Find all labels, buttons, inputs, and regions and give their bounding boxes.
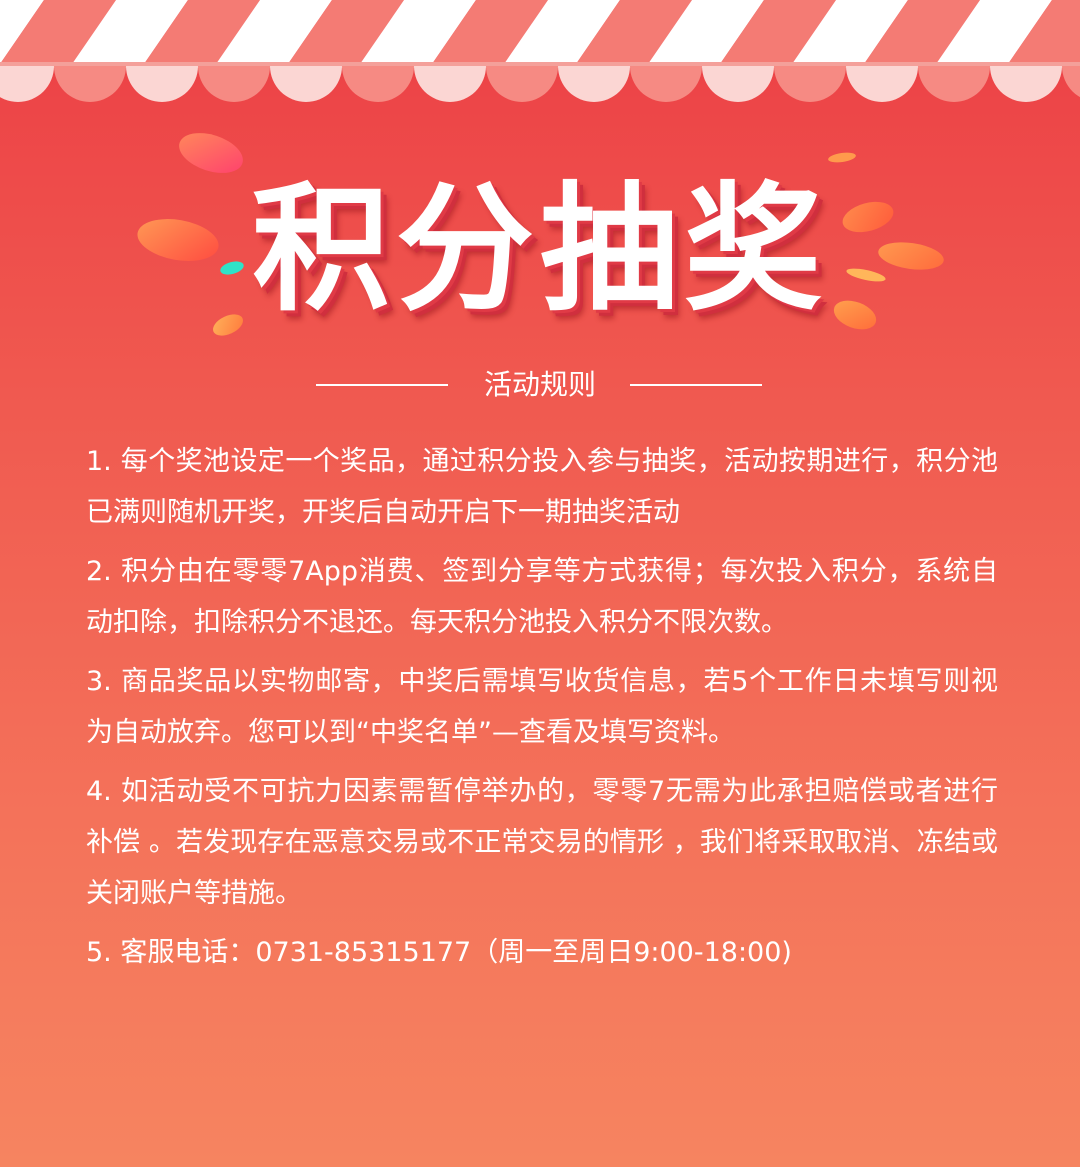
awning-scallop (486, 66, 558, 102)
rule-item: 5. 客服电话：0731-85315177（周一至周日9:00-18:00) (86, 937, 792, 968)
awning-scallop (702, 66, 774, 102)
rule-item: 2. 积分由在零零7App消费、签到分享等方式获得；每次投入积分，系统自动扣除，… (86, 556, 998, 638)
rule-item: 4. 如活动受不可抗力因素需暂停举办的，零零7无需为此承担赔偿或者进行补偿 。若… (86, 776, 998, 909)
awning-stripe (288, 0, 404, 64)
divider-line (630, 384, 762, 386)
awning-scallop (990, 66, 1062, 102)
awning-scallop (774, 66, 846, 102)
awning-stripe (792, 0, 908, 64)
awning-scallop (54, 66, 126, 102)
awning-scallop (918, 66, 990, 102)
awning-scallop (342, 66, 414, 102)
awning-stripe (1008, 0, 1080, 64)
awning-scallop (270, 66, 342, 102)
awning-stripe (936, 0, 1052, 64)
rules-title: 活动规则 (483, 368, 596, 401)
rules-header: 活动规则 (0, 362, 1080, 408)
awning-scallop (198, 66, 270, 102)
page-title: 积分抽奖 (251, 169, 828, 330)
rule-item: 1. 每个奖池设定一个奖品，通过积分投入参与抽奖，活动按期进行，积分池已满则随机… (86, 446, 998, 528)
title-banner: 积分抽奖 (0, 160, 1080, 350)
awning-stripe (360, 0, 476, 64)
awning-stripe (0, 0, 116, 64)
awning-stripe (432, 0, 548, 64)
rule-item: 3. 商品奖品以实物邮寄，中奖后需填写收货信息，若5个工作日未填写则视为自动放弃… (86, 666, 998, 748)
awning-stripe (72, 0, 188, 64)
awning-band (0, 62, 1080, 68)
rules-list: 1. 每个奖池设定一个奖品，通过积分投入参与抽奖，活动按期进行，积分池已满则随机… (86, 436, 998, 986)
awning-scallop (126, 66, 198, 102)
awning-scallop (630, 66, 702, 102)
awning-scallop (1062, 66, 1080, 98)
awning-scallop (414, 66, 486, 102)
awning-stripe (144, 0, 260, 64)
awning-scallop (846, 66, 918, 102)
awning-stripe (504, 0, 620, 64)
awning-stripe (864, 0, 980, 64)
awning-stripe (720, 0, 836, 64)
awning-scallop (558, 66, 630, 102)
awning-scallop (0, 66, 54, 102)
awning-decoration (0, 0, 1080, 102)
awning-stripe (576, 0, 692, 64)
awning-stripe (648, 0, 764, 64)
divider-line (316, 384, 448, 386)
awning-stripe (216, 0, 332, 64)
